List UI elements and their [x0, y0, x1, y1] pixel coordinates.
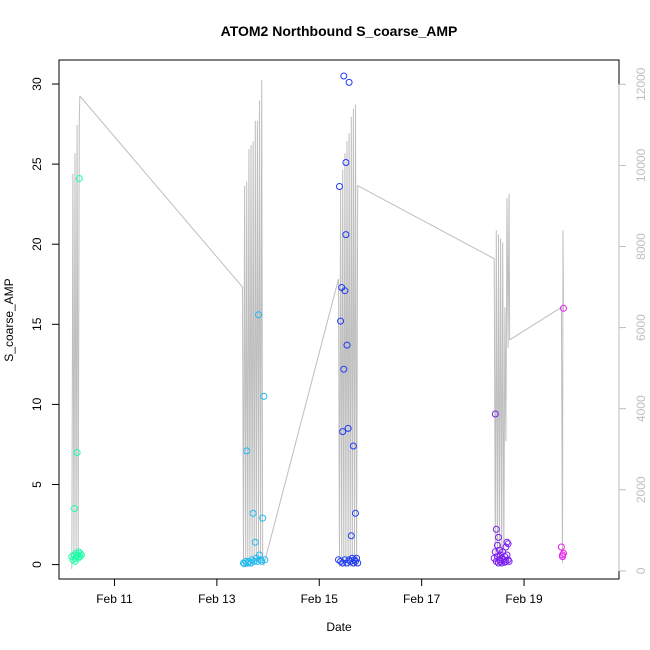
x-tick-label: Feb 17: [403, 592, 441, 606]
data-point-group-3: [337, 317, 345, 325]
data-point-group-2: [249, 509, 257, 517]
y-tick-label: 25: [30, 157, 44, 171]
y-tick-label: 0: [30, 561, 44, 568]
data-point-group-1: [76, 553, 84, 561]
data-point-group-3: [354, 559, 362, 567]
right-y-tick-label: 6000: [634, 314, 648, 341]
data-point-group-3: [352, 557, 359, 565]
data-point-group-3: [344, 424, 352, 432]
data-point-group-3: [336, 183, 343, 190]
data-point-group-2: [260, 392, 268, 400]
right-axis-series-line: [71, 80, 564, 569]
x-axis-label: Date: [326, 620, 352, 634]
data-point-group-3: [349, 442, 357, 450]
data-point-group-3: [353, 554, 361, 562]
data-point-group-2: [255, 311, 262, 319]
x-tick-label: Feb 19: [505, 592, 543, 606]
data-point-group-4: [503, 551, 511, 559]
data-point-group-2: [257, 556, 265, 564]
y-tick-label: 20: [30, 237, 44, 251]
axes-layer: Feb 11 Feb 13 Feb 15 Feb 17 Feb 19 0 5 10 15 20 25…: [30, 67, 648, 606]
data-point-group-4: [502, 557, 510, 565]
data-point-group-3: [349, 559, 357, 567]
right-y-tick-label: 4000: [634, 395, 648, 422]
data-point-group-4: [505, 557, 513, 565]
data-point-group-4: [495, 533, 502, 541]
right-y-tick-label: 2000: [634, 476, 648, 503]
data-point-group-5: [560, 304, 567, 312]
data-point-group-3: [347, 532, 355, 540]
data-point-group-1: [75, 175, 83, 182]
data-point-group-3: [340, 72, 348, 80]
y-tick-label: 5: [30, 481, 44, 488]
x-tick-label: Feb 11: [96, 592, 133, 606]
right-y-tick-label: 0: [634, 567, 648, 574]
right-y-tick-label: 10000: [634, 148, 648, 182]
y-tick-label: 10: [30, 397, 44, 411]
data-point-group-4: [492, 525, 500, 533]
data-point-group-3: [342, 159, 350, 166]
data-point-group-5: [559, 553, 566, 561]
points-layer: [68, 72, 567, 568]
right-y-tick-label: 12000: [634, 67, 648, 101]
data-point-group-1: [73, 449, 81, 456]
x-tick-label: Feb 13: [198, 592, 236, 606]
data-point-group-3: [343, 341, 351, 349]
data-point-group-5: [560, 549, 567, 557]
data-point-group-4: [504, 556, 512, 564]
data-point-group-3: [337, 557, 345, 565]
data-point-group-4: [503, 538, 511, 546]
x-tick-label: Feb 15: [301, 592, 339, 606]
data-point-group-3: [339, 428, 347, 436]
right-y-tick-label: 8000: [634, 233, 648, 260]
data-point-group-4: [504, 540, 512, 548]
data-point-group-2: [259, 514, 267, 522]
data-point-group-3: [345, 78, 353, 86]
data-point-group-3: [341, 287, 349, 295]
chart-title: ATOM2 Northbound S_coarse_AMP: [221, 23, 458, 39]
data-point-group-3: [340, 365, 348, 373]
data-point-group-1: [77, 551, 85, 559]
data-point-group-2: [243, 447, 251, 455]
y-axis-label: S_coarse_AMP: [2, 278, 16, 361]
data-point-group-3: [352, 509, 359, 517]
data-point-group-2: [261, 556, 269, 564]
data-point-group-4: [491, 410, 499, 418]
data-point-group-3: [342, 231, 350, 239]
y-tick-label: 15: [30, 317, 44, 331]
data-point-group-5: [557, 543, 565, 551]
y-tick-label: 30: [30, 77, 44, 91]
data-point-group-1: [71, 505, 78, 512]
data-point-group-2: [256, 551, 263, 559]
data-point-group-1: [76, 549, 84, 557]
data-point-group-2: [251, 538, 259, 546]
right-axis-line-layer: [71, 80, 564, 569]
